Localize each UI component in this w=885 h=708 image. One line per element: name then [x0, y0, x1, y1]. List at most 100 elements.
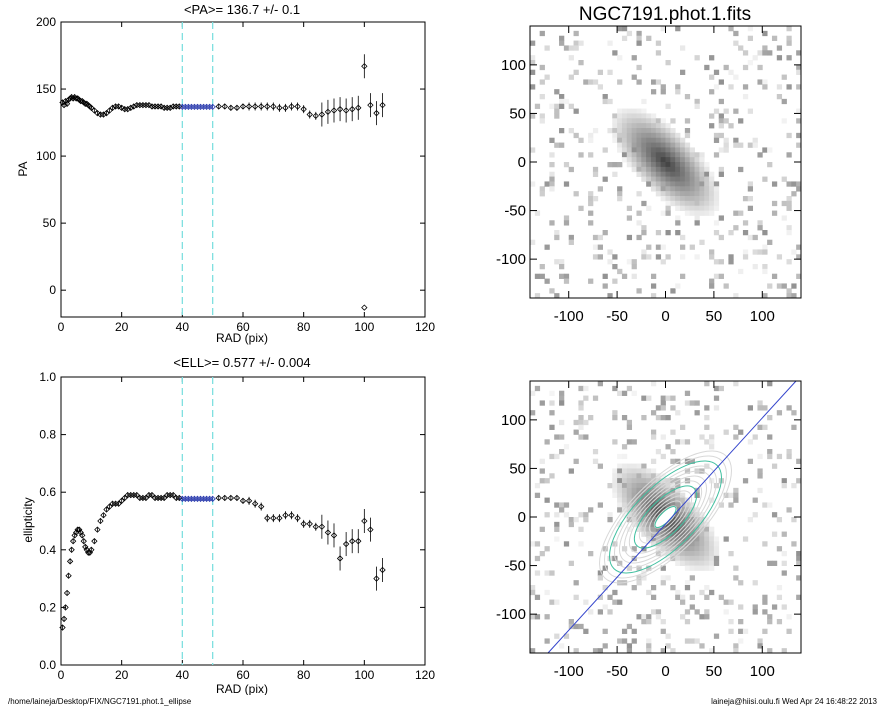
image-pixel	[713, 220, 720, 226]
image-pixel	[796, 64, 802, 71]
image-pixel	[646, 492, 652, 498]
image-pixel	[728, 259, 734, 265]
image-pixel	[559, 419, 565, 426]
image-pixel	[641, 118, 647, 124]
image-pixel	[597, 234, 603, 241]
image-pixel	[767, 415, 773, 421]
image-pixel	[786, 55, 792, 61]
image-pixel	[588, 278, 594, 284]
image-pixel	[670, 118, 676, 124]
image-pixel	[704, 614, 710, 620]
image-pixel	[786, 507, 792, 513]
image-pixel	[626, 157, 633, 163]
data-point	[239, 497, 247, 505]
image-pixel	[617, 132, 623, 139]
image-pixel	[776, 585, 783, 591]
data-point	[59, 99, 66, 106]
image-pixel	[631, 142, 637, 148]
image-pixel	[641, 497, 647, 503]
image-pixel	[573, 580, 579, 586]
image-pixel	[559, 103, 565, 109]
image-pixel	[646, 614, 652, 620]
image-pixel	[549, 103, 555, 109]
image-pixel	[694, 536, 700, 542]
data-point	[324, 108, 332, 116]
image-pixel	[665, 186, 671, 192]
image-pixel	[607, 555, 613, 562]
image-pixel	[650, 429, 657, 435]
image-pixel	[530, 113, 536, 119]
image-pixel	[641, 166, 647, 173]
image-pixel	[796, 458, 802, 464]
image-pixel	[670, 521, 676, 528]
image-pixel	[689, 458, 695, 464]
image-pixel	[699, 589, 705, 596]
data-point	[103, 506, 110, 513]
image-pixel	[646, 147, 652, 153]
image-pixel	[718, 385, 724, 392]
image-pixel	[704, 166, 710, 173]
image-pixel	[559, 400, 565, 406]
image-pixel	[680, 191, 686, 197]
image-pixel	[631, 113, 637, 119]
image-pixel	[718, 259, 724, 265]
image-pixel	[709, 74, 715, 80]
image-pixel	[655, 166, 662, 173]
image-pixel	[675, 215, 681, 221]
image-pixel	[757, 638, 763, 644]
image-pixel	[699, 434, 705, 440]
x-tick-label: 100	[750, 308, 775, 325]
image-pixel	[573, 594, 579, 600]
image-pixel	[621, 492, 628, 498]
image-pixel	[738, 604, 744, 610]
image-pixel	[646, 171, 652, 177]
image-pixel	[534, 273, 541, 279]
data-point	[148, 491, 156, 499]
image-pixel	[684, 551, 691, 557]
plot-frame	[60, 21, 426, 318]
image-pixel	[733, 434, 739, 440]
image-pixel	[709, 434, 715, 440]
x-tick-label: 0	[58, 668, 65, 682]
image-pixel	[680, 45, 686, 51]
galaxy-image-frame: -100 -50 0 50 100 -100 -50 0 50 100	[496, 25, 802, 325]
image-pixel	[563, 45, 570, 51]
image-pixel	[631, 162, 637, 168]
image-pixel	[713, 546, 720, 552]
image-pixel	[573, 458, 579, 464]
data-point	[69, 537, 77, 545]
image-pixel	[617, 599, 623, 605]
image-pixel	[549, 220, 555, 226]
image-pixel	[762, 293, 768, 299]
image-pixel	[675, 487, 681, 494]
image-pixel	[742, 84, 749, 90]
ellipticity-chart-xlabel: RAD (pix)	[216, 682, 268, 695]
image-pixel	[641, 123, 647, 129]
image-pixel	[704, 439, 710, 445]
data-point	[209, 103, 216, 111]
image-pixel	[612, 128, 618, 134]
image-pixel	[534, 594, 541, 600]
image-pixel	[675, 142, 681, 148]
image-pixel	[636, 157, 642, 163]
image-pixel	[568, 468, 574, 474]
image-pixel	[684, 619, 691, 625]
image-pixel	[694, 176, 700, 182]
image-pixel	[747, 108, 754, 114]
image-pixel	[704, 191, 710, 197]
image-pixel	[660, 415, 666, 421]
y-tick-label: 50	[509, 105, 526, 122]
image-pixel	[549, 424, 555, 430]
image-pixel	[742, 254, 749, 260]
image-pixel	[670, 458, 676, 464]
x-tick-label: 80	[297, 320, 311, 334]
image-pixel	[621, 113, 628, 119]
image-pixel	[578, 152, 584, 158]
image-pixel	[554, 259, 560, 265]
image-pixel	[655, 123, 662, 129]
data-point	[373, 575, 380, 582]
image-pixel	[675, 84, 681, 90]
image-pixel	[684, 166, 691, 173]
image-pixel	[684, 118, 691, 124]
image-pixel	[786, 614, 792, 620]
